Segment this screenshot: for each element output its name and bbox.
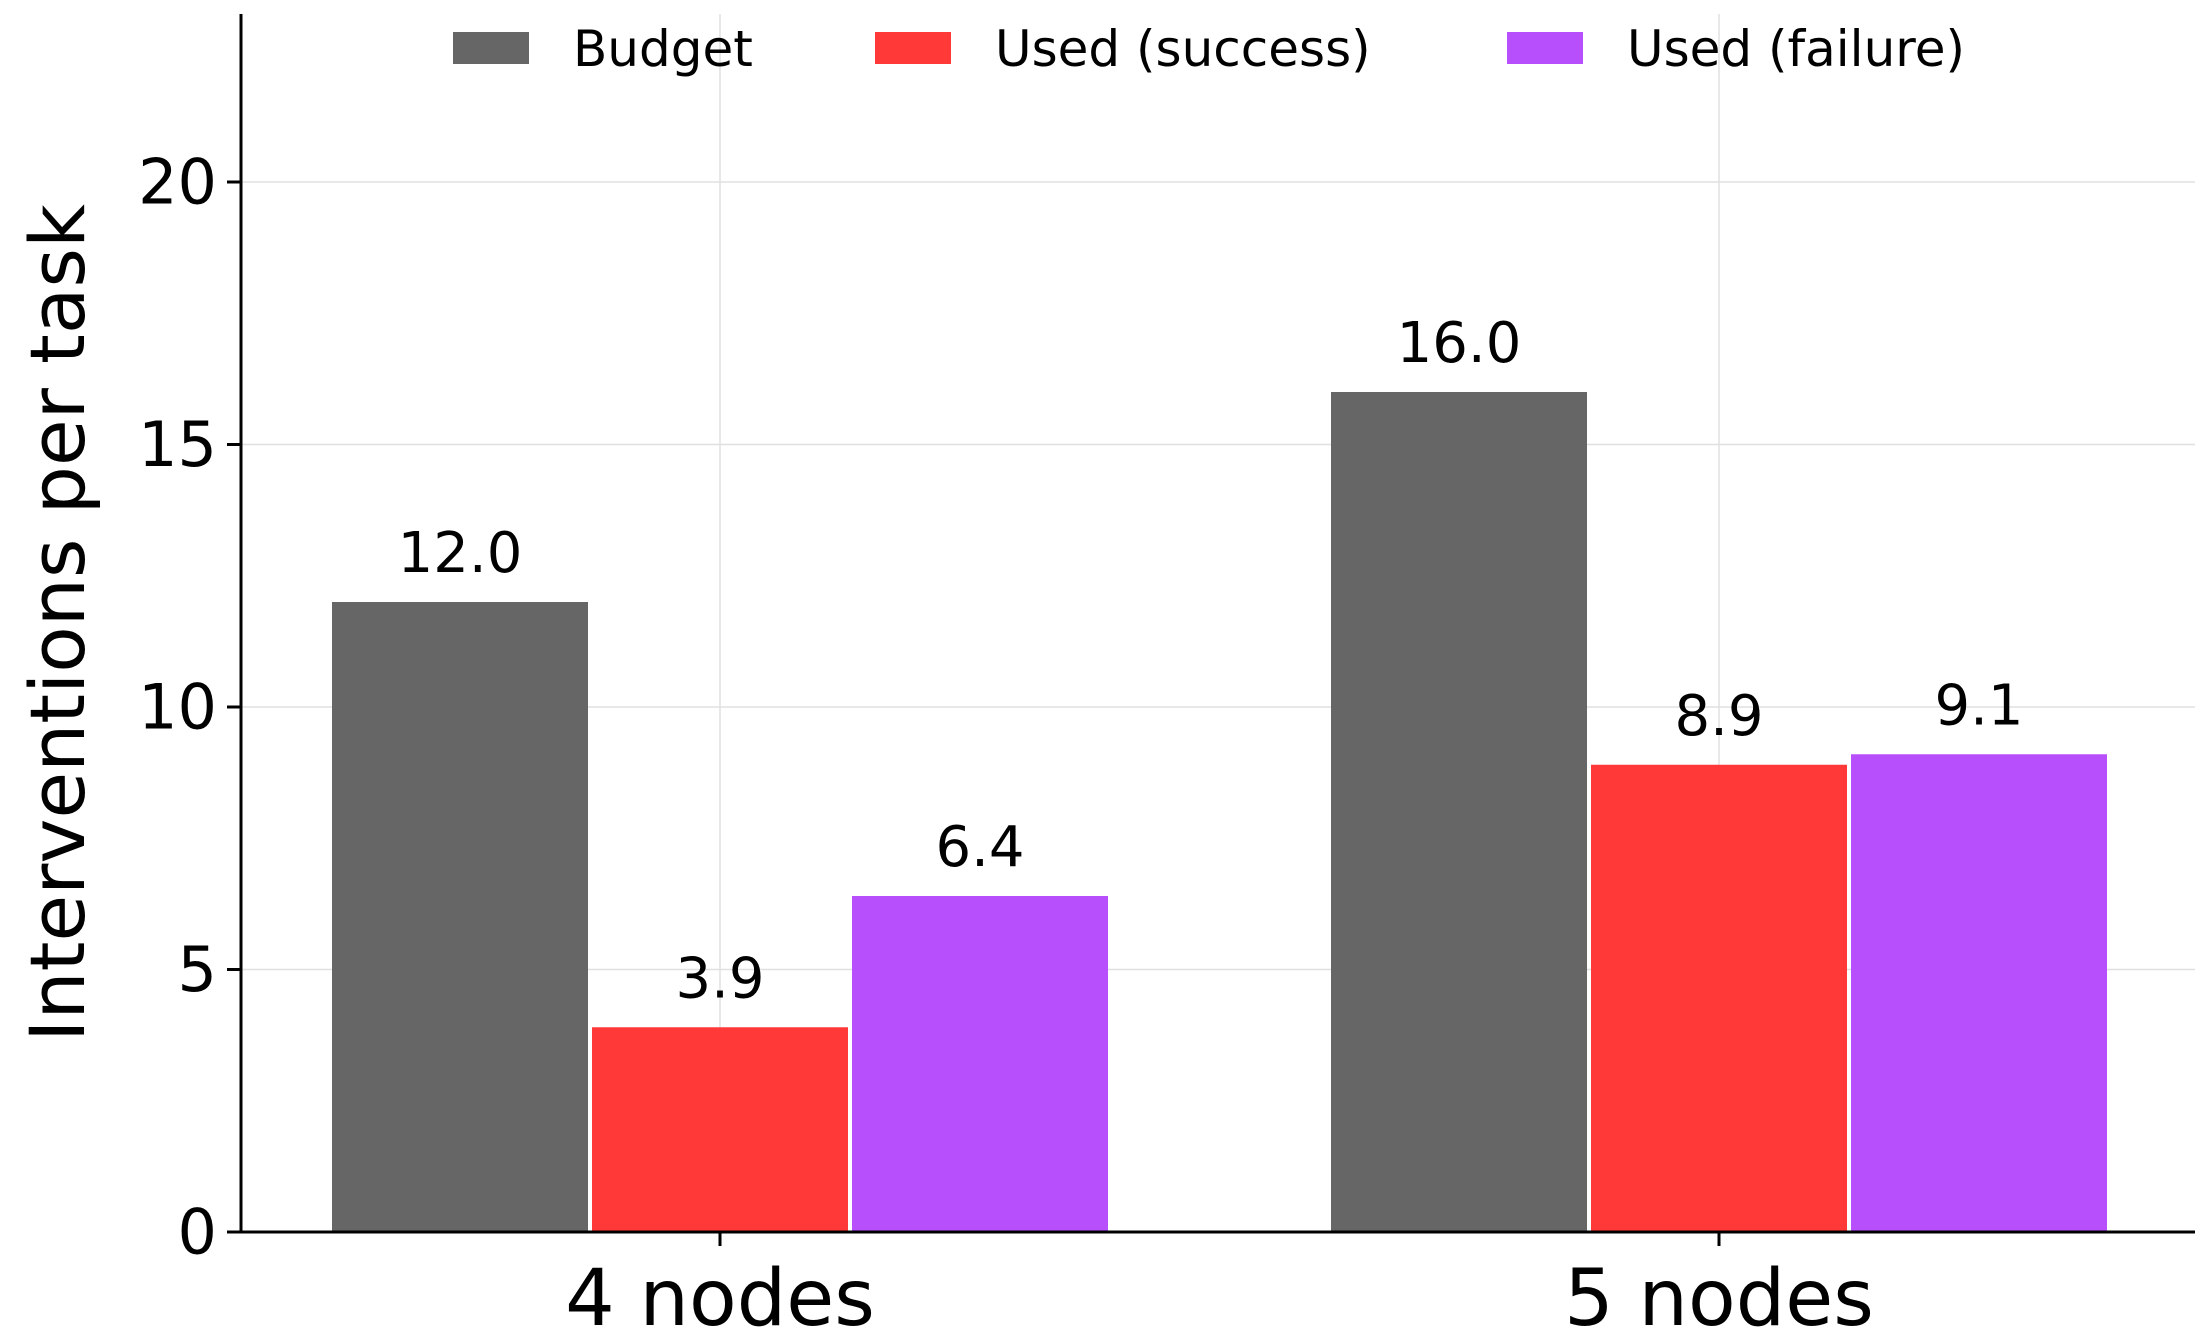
bar-value-label: 9.1 [1934,673,2023,738]
x-tick-label: 4 nodes [565,1254,875,1344]
bar-value-label: 8.9 [1674,684,1763,749]
x-tick-label: 5 nodes [1564,1254,1874,1344]
legend-swatch [453,32,529,64]
bar-value-label: 3.9 [675,946,764,1011]
bars [332,392,2107,1232]
bar-value-label: 16.0 [1397,311,1522,376]
bar [592,1027,848,1232]
legend-swatch [875,32,951,64]
bar-value-labels: 12.0 16.0 3.9 8.9 6.4 9.1 [398,311,2024,1011]
y-tick-label: 5 [178,933,217,1006]
legend-label: Budget [573,20,753,78]
legend-label: Used (failure) [1627,20,1965,78]
bar-value-label: 6.4 [935,815,1024,880]
y-tick-label: 0 [178,1196,217,1269]
y-tick-label: 15 [138,408,217,481]
bar [332,602,588,1232]
y-tick-label: 20 [138,146,217,219]
bar [852,896,1108,1232]
legend-label: Used (success) [995,20,1371,78]
bar [1331,392,1587,1232]
y-axis-title: Interventions per task [13,204,102,1042]
bar-value-label: 12.0 [398,521,523,586]
bar [1591,764,1847,1232]
axes [239,14,2195,1234]
y-tick-label: 10 [138,671,217,744]
legend-swatch [1507,32,1583,64]
bar [1851,754,2107,1232]
legend: Budget Used (success) Used (failure) [453,20,1965,78]
ticks: 0 5 10 15 20 4 nodes 5 nodes [138,146,1874,1344]
